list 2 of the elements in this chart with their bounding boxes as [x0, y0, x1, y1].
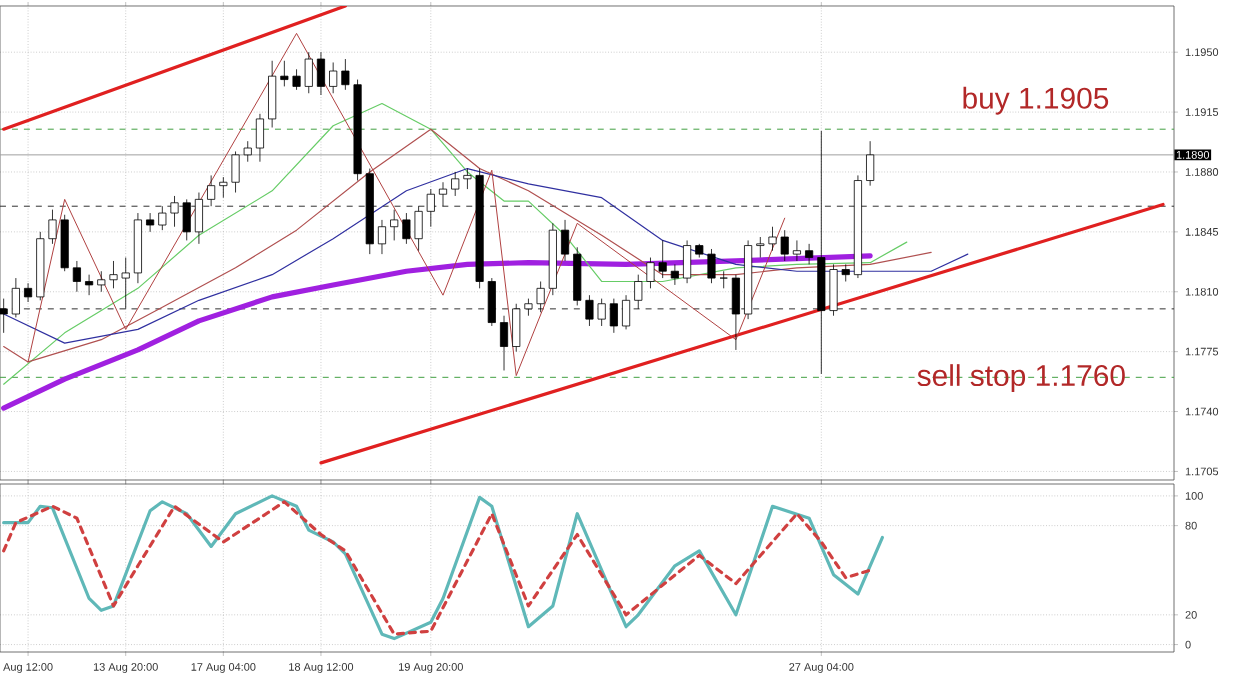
annotation: buy 1.1905 [963, 86, 1109, 115]
annotation: sell stop 1.1760 [917, 364, 1125, 392]
